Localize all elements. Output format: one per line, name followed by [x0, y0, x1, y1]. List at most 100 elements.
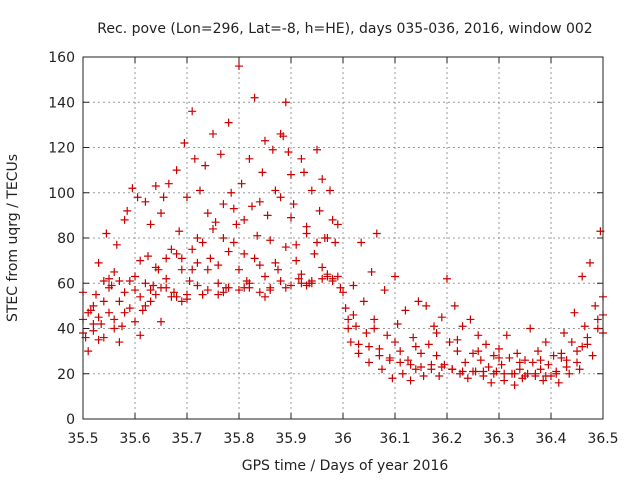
data-point — [248, 202, 256, 211]
data-point — [281, 243, 290, 252]
data-point — [461, 358, 470, 367]
data-point — [214, 279, 223, 288]
data-point — [183, 193, 191, 202]
y-tick-label: 40 — [57, 322, 75, 338]
y-tick-label: 100 — [48, 186, 75, 202]
y-axis-label: STEC from uqrg / TECUs — [5, 154, 21, 322]
data-point — [157, 209, 165, 218]
data-point — [307, 276, 316, 285]
data-point — [458, 367, 467, 376]
y-tick-label: 140 — [48, 95, 75, 111]
data-point — [123, 206, 132, 215]
data-point — [151, 290, 160, 299]
data-point — [510, 381, 519, 390]
data-point — [245, 279, 254, 288]
x-tick-label: 35.8 — [223, 431, 254, 447]
data-point — [99, 276, 108, 285]
data-point — [261, 136, 269, 145]
data-point — [297, 279, 306, 288]
data-point — [318, 175, 327, 184]
data-point — [427, 365, 436, 374]
data-point — [162, 254, 171, 263]
data-point — [120, 215, 129, 224]
data-point — [172, 292, 181, 301]
data-point — [84, 308, 93, 317]
x-tick-label: 35.5 — [67, 431, 98, 447]
x-tick-label: 36 — [334, 431, 352, 447]
data-point — [180, 138, 189, 147]
data-point — [333, 220, 342, 229]
data-point — [128, 184, 137, 193]
data-point — [183, 295, 191, 304]
data-point — [203, 265, 212, 274]
data-point — [318, 263, 327, 272]
data-point — [149, 281, 158, 290]
data-point — [453, 347, 462, 356]
data-point — [281, 283, 290, 292]
data-point — [253, 231, 262, 240]
data-point — [131, 317, 139, 326]
data-point — [250, 254, 259, 263]
data-point — [255, 197, 264, 206]
data-point — [258, 168, 267, 177]
data-point — [430, 322, 438, 331]
data-point — [370, 324, 379, 333]
data-point — [240, 283, 249, 292]
data-point — [120, 308, 129, 317]
data-point — [219, 200, 228, 209]
data-point — [141, 279, 150, 288]
data-point — [92, 290, 100, 299]
data-point — [544, 360, 553, 369]
data-point — [469, 349, 477, 358]
data-point — [190, 154, 199, 163]
data-point — [211, 218, 220, 227]
data-point — [562, 362, 571, 371]
data-point — [292, 240, 301, 249]
data-point — [344, 324, 353, 333]
data-point — [482, 340, 490, 349]
data-point — [151, 263, 160, 272]
data-point — [567, 338, 576, 347]
data-point — [331, 238, 340, 247]
data-point — [219, 288, 228, 297]
data-point — [354, 340, 363, 349]
data-point — [367, 267, 376, 276]
data-point — [586, 258, 594, 267]
data-point — [110, 267, 119, 276]
data-point — [370, 315, 379, 324]
data-point — [396, 347, 405, 356]
data-point — [193, 234, 202, 242]
data-point — [424, 340, 433, 349]
data-point — [445, 338, 454, 347]
data-point — [224, 283, 233, 292]
data-points — [79, 62, 607, 390]
data-point — [497, 360, 506, 369]
data-point — [188, 245, 197, 254]
data-point — [105, 308, 113, 317]
data-point — [232, 220, 241, 229]
data-point — [268, 145, 277, 154]
data-point — [172, 249, 181, 258]
data-point — [263, 211, 272, 220]
data-point — [245, 154, 254, 163]
data-point — [591, 301, 600, 310]
data-point — [159, 193, 168, 202]
data-point — [144, 252, 152, 261]
data-point — [284, 148, 293, 157]
data-point — [287, 170, 295, 179]
data-point — [136, 292, 145, 301]
data-point — [339, 288, 347, 297]
data-point — [146, 220, 155, 229]
y-tick-label: 80 — [57, 231, 75, 247]
data-point — [292, 256, 301, 265]
y-tick-label: 160 — [48, 50, 75, 66]
data-point — [469, 367, 477, 376]
data-point — [354, 349, 363, 358]
data-point — [313, 145, 321, 154]
data-point — [214, 261, 223, 270]
data-point — [235, 286, 243, 295]
data-point — [541, 372, 550, 381]
data-point — [570, 308, 579, 317]
data-point — [365, 342, 373, 351]
